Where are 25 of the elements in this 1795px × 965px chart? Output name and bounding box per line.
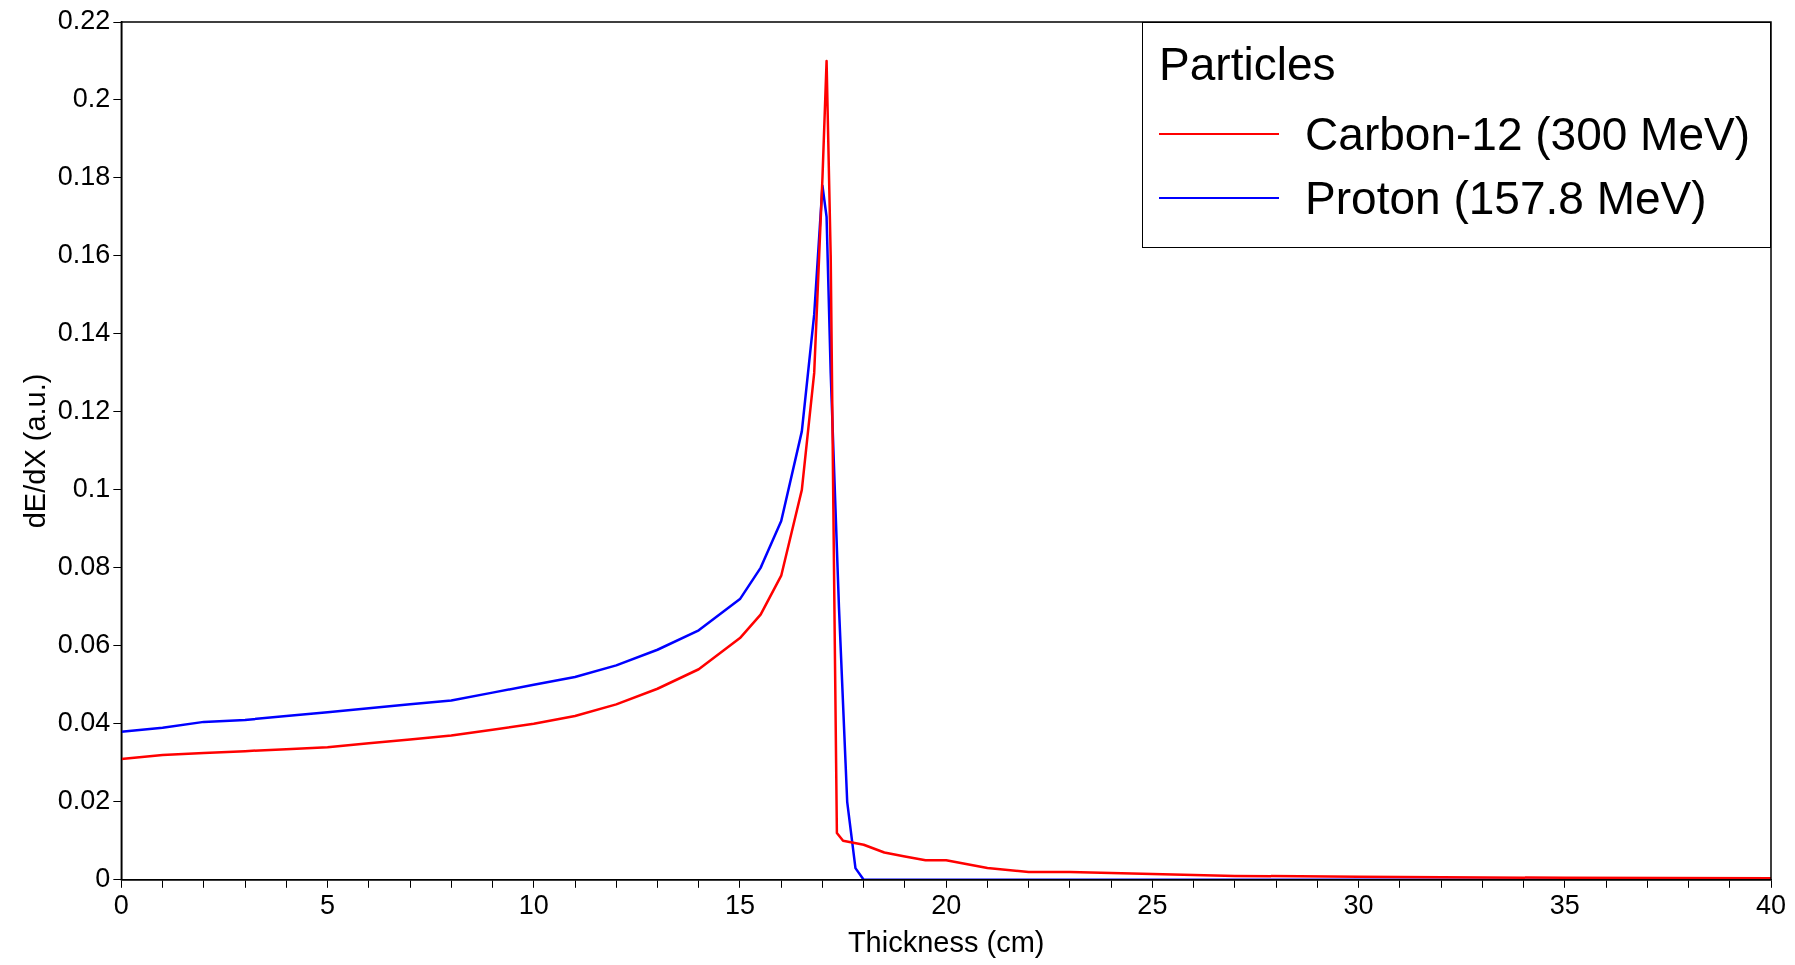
y-tick-label: 0.16 bbox=[57, 239, 111, 270]
x-axis-title: Thickness (cm) bbox=[847, 925, 1045, 958]
x-tick-label: 25 bbox=[1137, 890, 1168, 921]
x-tick-label: 35 bbox=[1549, 890, 1580, 921]
x-tick-label: 15 bbox=[724, 890, 755, 921]
x-tick-label: 20 bbox=[931, 890, 962, 921]
y-axis-title: dE/dX (a.u.) bbox=[19, 373, 52, 529]
y-tick-label: 0.06 bbox=[57, 629, 111, 660]
y-tick-label: 0.04 bbox=[57, 707, 111, 738]
y-tick-label: 0.08 bbox=[57, 551, 111, 582]
y-tick-label: 0.14 bbox=[57, 317, 111, 348]
y-tick-label: 0.1 bbox=[72, 473, 111, 504]
y-tick-label: 0.18 bbox=[57, 161, 111, 192]
legend-title: Particles bbox=[1159, 37, 1337, 91]
y-tick-label: 0.02 bbox=[57, 785, 111, 816]
y-tick-label: 0.2 bbox=[72, 83, 111, 114]
legend-label: Proton (157.8 MeV) bbox=[1305, 171, 1707, 225]
y-tick-label: 0.22 bbox=[57, 5, 111, 36]
x-tick-label: 5 bbox=[320, 890, 336, 921]
legend-label: Carbon-12 (300 MeV) bbox=[1305, 107, 1750, 161]
x-tick-label: 10 bbox=[518, 890, 549, 921]
y-tick-label: 0 bbox=[95, 863, 111, 894]
y-tick-label: 0.12 bbox=[57, 395, 111, 426]
x-tick-label: 40 bbox=[1755, 890, 1787, 921]
x-tick-label: 30 bbox=[1343, 890, 1374, 921]
